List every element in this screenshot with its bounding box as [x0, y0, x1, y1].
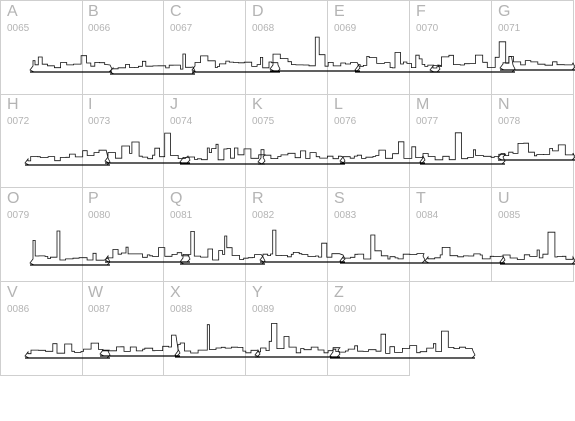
- glyph-code: 0072: [7, 116, 30, 127]
- glyph-letter: E: [334, 3, 345, 20]
- glyph-letter: F: [416, 3, 426, 20]
- glyph-code: 0086: [7, 304, 30, 315]
- glyph-letter: I: [88, 96, 93, 113]
- glyph-code: 0069: [334, 23, 357, 34]
- glyph-letter: L: [334, 96, 343, 113]
- glyph-letter: C: [170, 3, 182, 20]
- glyph-cell-r: R 0082: [246, 188, 328, 282]
- glyph-cell-d: D 0068: [246, 0, 328, 95]
- glyph-cell-f: F 0070: [410, 0, 492, 95]
- glyph-letter: H: [7, 96, 19, 113]
- glyph-cell-p: P 0080: [82, 188, 164, 282]
- glyph-cell-c: C 0067: [164, 0, 246, 95]
- glyph-code: 0073: [88, 116, 111, 127]
- glyph-code: 0067: [170, 23, 193, 34]
- glyph-letter: Q: [170, 190, 183, 207]
- glyph-cell-m: M 0077: [410, 94, 492, 188]
- glyph-code: 0085: [498, 210, 521, 221]
- glyph-cell-e: E 0069: [328, 0, 410, 95]
- glyph-letter: J: [170, 96, 178, 113]
- glyph-cell-j: J 0074: [164, 94, 246, 188]
- glyph-letter: Y: [252, 284, 263, 301]
- glyph-cell-q: Q 0081: [164, 188, 246, 282]
- glyph-letter: S: [334, 190, 345, 207]
- glyph-letter: W: [88, 284, 104, 301]
- glyph-letter: M: [416, 96, 430, 113]
- glyph-cell-x: X 0088: [164, 282, 246, 376]
- glyph-letter: B: [88, 3, 99, 20]
- glyph-cell-g: G 0071: [492, 0, 574, 95]
- glyph-cell-o: O 0079: [0, 188, 83, 282]
- glyph-cell-h: H 0072: [0, 94, 83, 188]
- glyph-code: 0065: [7, 23, 30, 34]
- glyph-cell-b: B 0066: [82, 0, 164, 95]
- glyph-letter: G: [498, 3, 511, 20]
- glyph-code: 0068: [252, 23, 275, 34]
- glyph-code: 0081: [170, 210, 193, 221]
- glyph-letter: D: [252, 3, 264, 20]
- glyph-code: 0082: [252, 210, 275, 221]
- glyph-letter: N: [498, 96, 510, 113]
- glyph-cell-l: L 0076: [328, 94, 410, 188]
- glyph-letter: T: [416, 190, 426, 207]
- glyph-cell-v: V 0086: [0, 282, 83, 376]
- glyph-cell-t: T 0084: [410, 188, 492, 282]
- glyph-letter: R: [252, 190, 264, 207]
- glyph-cell-y: Y 0089: [246, 282, 328, 376]
- glyph-cell-s: S 0083: [328, 188, 410, 282]
- glyph-letter: P: [88, 190, 99, 207]
- glyph-letter: O: [7, 190, 20, 207]
- glyph-letter: Z: [334, 284, 344, 301]
- glyph-code: 0077: [416, 116, 439, 127]
- glyph-code: 0074: [170, 116, 193, 127]
- glyph-code: 0087: [88, 304, 111, 315]
- glyph-letter: V: [7, 284, 18, 301]
- glyph-letter: U: [498, 190, 510, 207]
- glyph-cell-a: A 0065: [0, 0, 83, 95]
- glyph-code: 0078: [498, 116, 521, 127]
- glyph-code: 0079: [7, 210, 30, 221]
- glyph-code: 0075: [252, 116, 275, 127]
- glyph-code: 0076: [334, 116, 357, 127]
- glyph-code: 0080: [88, 210, 111, 221]
- glyph-code: 0088: [170, 304, 193, 315]
- glyph-code: 0071: [498, 23, 521, 34]
- glyph-code: 0083: [334, 210, 357, 221]
- glyph-code: 0084: [416, 210, 439, 221]
- glyph-cell-u: U 0085: [492, 188, 574, 282]
- glyph-letter: A: [7, 3, 18, 20]
- glyph-code: 0066: [88, 23, 111, 34]
- glyph-cell-z: Z 0090: [328, 282, 410, 376]
- glyph-code: 0090: [334, 304, 357, 315]
- glyph-cell-k: K 0075: [246, 94, 328, 188]
- glyph-cell-i: I 0073: [82, 94, 164, 188]
- glyph-code: 0089: [252, 304, 275, 315]
- glyph-code: 0070: [416, 23, 439, 34]
- glyph-letter: K: [252, 96, 263, 113]
- glyph-cell-n: N 0078: [492, 94, 574, 188]
- glyph-letter: X: [170, 284, 181, 301]
- glyph-cell-w: W 0087: [82, 282, 164, 376]
